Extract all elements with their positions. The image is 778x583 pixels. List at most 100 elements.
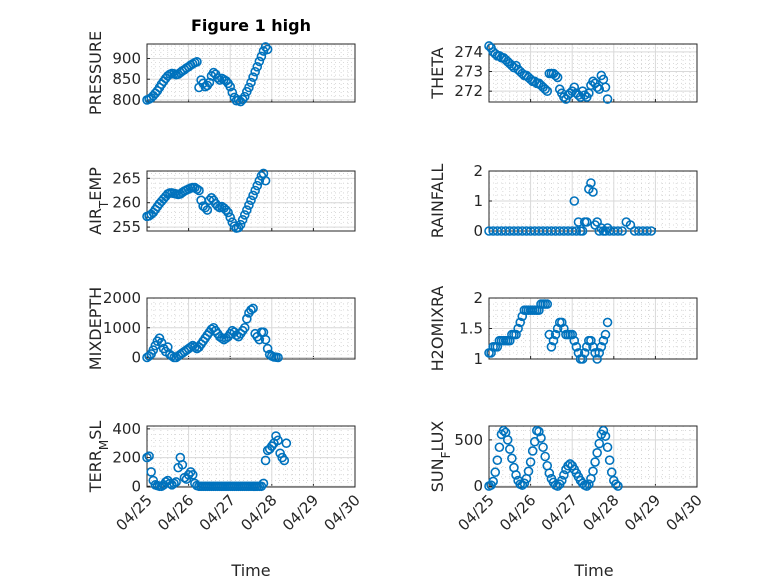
data-point: [252, 61, 263, 72]
data-point: [260, 334, 271, 345]
y-tick-label: 255: [112, 218, 141, 236]
data-point: [542, 86, 553, 96]
data-point: [254, 56, 265, 67]
y-tick-label: 200: [112, 449, 141, 467]
data-point: [642, 226, 652, 236]
axis-frame: [146, 43, 356, 103]
data-point: [602, 317, 613, 328]
data-point: [577, 354, 588, 364]
data-point: [513, 323, 523, 334]
y-tick-label: 0: [473, 222, 483, 240]
data-point: [279, 455, 290, 466]
axis-frame: [488, 170, 698, 232]
data-point: [498, 425, 509, 436]
data-point: [515, 317, 526, 328]
y-axis-label: THETA: [428, 47, 447, 99]
y-axis-label: RAINFALL: [428, 164, 447, 239]
data-point: [588, 466, 598, 477]
axis-frame: [146, 170, 356, 232]
data-point: [534, 426, 544, 437]
data-point: [490, 467, 501, 478]
data-point: [519, 478, 530, 489]
x-tick-label: 04/28: [579, 491, 622, 534]
subplot-rainfall: 0 1 2 RAINFALL: [428, 162, 698, 240]
data-point: [217, 333, 227, 343]
data-point: [546, 341, 557, 352]
data-point: [588, 187, 598, 197]
data-point: [494, 442, 505, 453]
data-point: [144, 451, 154, 461]
y-tick-label: 1: [473, 350, 483, 368]
data-point: [602, 442, 613, 453]
y-tick-label: 2000: [103, 289, 141, 307]
data-point: [488, 476, 498, 487]
data-point: [581, 481, 592, 491]
data-point: [556, 317, 567, 328]
y-tick-label: 260: [112, 194, 141, 212]
data-point: [492, 455, 503, 465]
data-point: [204, 77, 215, 88]
data-point: [594, 438, 605, 449]
axis-frame: [488, 425, 698, 488]
data-point: [559, 470, 569, 480]
data-point: [548, 335, 559, 346]
data-point: [242, 314, 252, 324]
data-point: [156, 337, 167, 348]
data-point: [142, 452, 152, 463]
data-point: [194, 185, 204, 196]
data-point: [248, 72, 258, 82]
data-point: [590, 457, 600, 467]
x-tick-label: 04/26: [496, 491, 539, 534]
y-tick-label: 272: [454, 82, 483, 100]
data-point: [192, 57, 202, 67]
data-point: [225, 81, 235, 92]
data-point: [569, 82, 580, 93]
data-point: [273, 435, 283, 446]
data-point: [602, 94, 613, 104]
y-tick-label: 900: [112, 50, 141, 68]
y-tick-label: 273: [454, 63, 483, 81]
data-point: [598, 335, 609, 346]
data-point: [592, 354, 602, 364]
data-point: [223, 207, 233, 218]
figure-title: Figure 1 high: [191, 16, 311, 35]
y-tick-label: 1: [473, 192, 483, 210]
data-point: [538, 442, 548, 453]
x-tick-label: 04/29: [621, 491, 664, 534]
data-point: [586, 335, 596, 346]
y-tick-label: 2: [473, 162, 483, 180]
data-point: [581, 217, 592, 227]
x-tick-label: 04/30: [663, 491, 706, 534]
data-point: [273, 352, 283, 363]
x-tick-label: 04/25: [455, 491, 498, 534]
data-point: [206, 324, 217, 335]
data-point: [504, 444, 515, 454]
data-point: [192, 184, 202, 194]
data-point: [511, 470, 521, 480]
data-point: [598, 425, 609, 436]
data-point: [571, 341, 582, 352]
axis-frame: [146, 297, 356, 360]
data-point: [146, 467, 156, 477]
data-point: [567, 329, 578, 340]
data-point: [540, 84, 550, 95]
y-axis-label: AIRTEMP: [86, 167, 111, 235]
x-tick-label: 04/25: [113, 491, 156, 534]
data-point: [260, 175, 271, 186]
data-point: [550, 329, 561, 340]
y-tick-label: 1.5: [459, 320, 483, 338]
data-point: [525, 457, 536, 467]
data-point: [239, 91, 250, 102]
data-point: [577, 226, 588, 236]
x-tick-label: 04/27: [196, 491, 239, 534]
data-point: [237, 214, 248, 225]
data-point: [171, 477, 181, 487]
y-tick-label: 1000: [103, 319, 141, 337]
data-point: [260, 42, 271, 52]
data-point: [215, 75, 225, 85]
data-point: [235, 219, 246, 230]
